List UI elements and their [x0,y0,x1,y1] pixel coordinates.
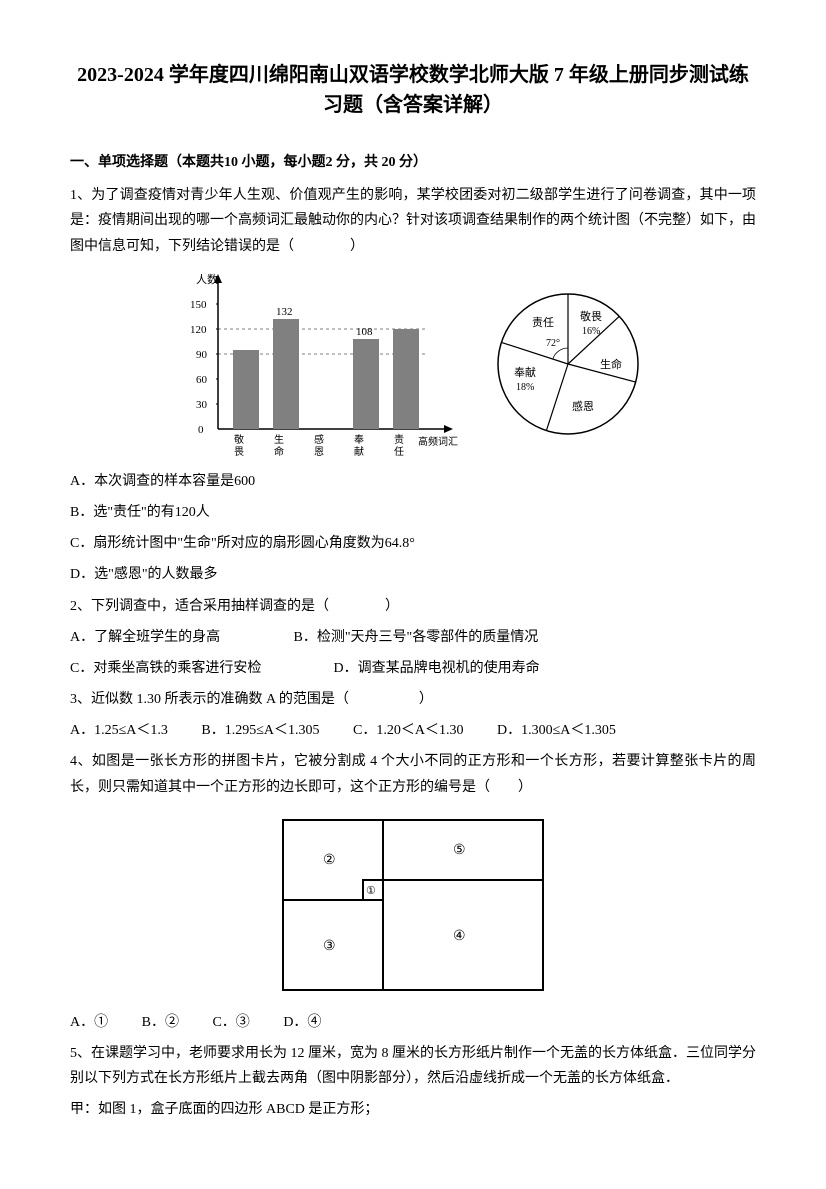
question-3-text: 3、近似数 1.30 所表示的准确数 A 的范围是（ ） [70,687,756,712]
svg-text:责: 责 [394,433,404,446]
bar-jingwei [233,350,259,429]
svg-text:敬畏: 敬畏 [580,310,602,323]
bar-chart: 人数 0 30 60 90 120 150 132 108 敬 畏 生 命 感 … [178,269,458,459]
q1-option-c: C．扇形统计图中"生命"所对应的扇形圆心角度数为64.8° [70,531,756,556]
question-4-text: 4、如图是一张长方形的拼图卡片，它被分割成 4 个大小不同的正方形和一个长方形，… [70,749,756,799]
svg-text:②: ② [323,853,336,868]
svg-text:生: 生 [274,433,284,446]
question-1-text: 1、为了调查疫情对青少年人生观、价值观产生的影响，某学校团委对初二级部学生进行了… [70,183,756,259]
svg-text:30: 30 [196,399,208,411]
pie-chart: 责任 72° 敬畏 16% 生命 感恩 奉献 18% [488,284,648,444]
chart-container: 人数 0 30 60 90 120 150 132 108 敬 畏 生 命 感 … [70,269,756,459]
svg-text:生命: 生命 [600,357,622,371]
svg-text:108: 108 [356,326,373,338]
q2-option-a: A．了解全班学生的身高 [70,625,290,650]
question-2-text: 2、下列调查中，适合采用抽样调查的是（ ） [70,594,756,619]
svg-text:感恩: 感恩 [572,400,594,413]
svg-text:恩: 恩 [314,446,324,458]
svg-text:16%: 16% [582,326,600,337]
svg-text:90: 90 [196,349,208,361]
q1-option-a: A．本次调查的样本容量是600 [70,469,756,494]
question-5-sub1: 甲：如图 1，盒子底面的四边形 ABCD 是正方形； [70,1097,756,1122]
svg-text:18%: 18% [516,382,534,393]
q3-option-d: D．1.300≤A＜1.305 [497,723,616,738]
question-5-text: 5、在课题学习中，老师要求用长为 12 厘米，宽为 8 厘米的长方形纸片制作一个… [70,1041,756,1091]
q4-option-d: D．④ [283,1015,321,1030]
q1-option-d: D．选"感恩"的人数最多 [70,562,756,587]
svg-text:奉献: 奉献 [514,365,536,379]
svg-text:畏: 畏 [234,446,244,458]
svg-text:感: 感 [314,433,324,446]
svg-text:72°: 72° [546,338,560,349]
q4-options: A．① B．② C．③ D．④ [70,1010,756,1035]
rect-diagram: ② ① ③ ④ ⑤ [70,810,756,1000]
q3-options: A．1.25≤A＜1.3 B．1.295≤A＜1.305 C．1.20＜A＜1.… [70,718,756,743]
svg-text:任: 任 [394,445,404,458]
q2-options-row2: C．对乘坐高铁的乘客进行安检 D．调查某品牌电视机的使用寿命 [70,656,756,681]
svg-text:③: ③ [323,939,336,954]
q2-option-b: B．检测"天舟三号"各零部件的质量情况 [294,630,539,645]
svg-text:①: ① [366,885,376,897]
svg-text:命: 命 [274,445,284,458]
svg-text:献: 献 [354,445,364,458]
q3-option-b: B．1.295≤A＜1.305 [201,723,319,738]
svg-text:责任: 责任 [532,316,554,329]
q4-option-b: B．② [142,1015,179,1030]
bar-shengming [273,319,299,429]
q2-option-c: C．对乘坐高铁的乘客进行安检 [70,656,330,681]
q2-options-row1: A．了解全班学生的身高 B．检测"天舟三号"各零部件的质量情况 [70,625,756,650]
svg-text:敬: 敬 [234,433,244,446]
svg-text:高频词汇: 高频词汇 [418,435,458,448]
q3-option-a: A．1.25≤A＜1.3 [70,723,168,738]
svg-text:60: 60 [196,374,208,386]
svg-text:0: 0 [198,424,204,436]
svg-text:120: 120 [190,324,207,336]
svg-text:④: ④ [453,929,466,944]
y-axis-label: 人数 [196,273,218,286]
page-title: 2023-2024 学年度四川绵阳南山双语学校数学北师大版 7 年级上册同步测试… [70,60,756,120]
svg-text:132: 132 [276,306,293,318]
section-header: 一、单项选择题（本题共10 小题，每小题2 分，共 20 分） [70,150,756,175]
q1-option-b: B．选"责任"的有120人 [70,500,756,525]
q4-option-c: C．③ [212,1015,249,1030]
bar-zeren [393,329,419,429]
svg-text:奉: 奉 [354,433,364,446]
q2-option-d: D．调查某品牌电视机的使用寿命 [334,661,540,676]
svg-text:150: 150 [190,299,207,311]
q4-option-a: A．① [70,1015,108,1030]
svg-text:⑤: ⑤ [453,843,466,858]
bar-fengxian [353,339,379,429]
q3-option-c: C．1.20＜A＜1.30 [353,723,463,738]
